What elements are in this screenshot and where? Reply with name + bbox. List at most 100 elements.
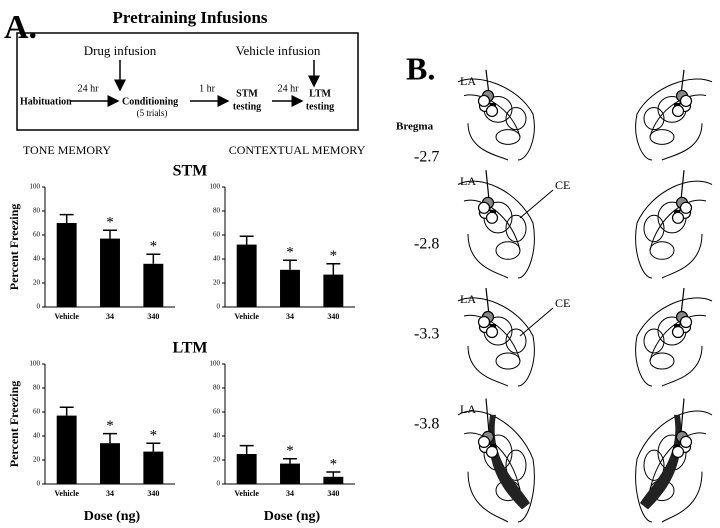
y-tick-label: 100 [30,183,41,191]
column-header: CONTEXTUAL MEMORY [229,143,366,157]
section-outline [467,123,509,161]
y-tick-label: 80 [213,207,221,215]
significance-marker: * [106,418,114,434]
timeline-note: (5 trials) [137,108,168,118]
bar [56,415,77,484]
section-outline [467,471,509,523]
timeline-step: LTM [309,88,331,99]
y-tick-label: 60 [33,231,41,239]
error-bar [283,458,297,464]
timeline-step: Habituation [20,96,72,107]
x-tick-label: Vehicle [54,312,79,321]
bar [143,451,164,484]
region-label: LA [460,402,476,416]
hemisection [457,398,535,523]
infusion-label: Drug infusion [84,43,157,58]
nucleus [643,449,665,481]
column-header: TONE MEMORY [23,143,111,157]
nucleus [495,352,521,370]
bar [56,223,77,307]
nucleus [643,214,665,243]
bar [323,274,344,307]
placement-circle [485,325,499,339]
section-outline [467,345,509,387]
section-outline [635,410,713,523]
x-tick-label: 340 [147,312,159,321]
brain-sections: -2.7 LA -2.8 LA CE -3.3 LA CE -3.8 LA [414,69,713,523]
error-bar [59,406,74,416]
y-axis-label: Percent Freezing [7,204,21,291]
placement-circle [679,201,693,214]
placement-circle [477,94,491,108]
timeline-step: Conditioning [122,96,178,107]
region-pointer [519,307,554,337]
y-tick-label: 60 [213,231,221,239]
section-outline [635,78,713,161]
nucleus [505,107,527,131]
error-bar [239,444,254,454]
significance-marker: * [286,245,294,261]
section-outline [467,233,509,279]
error-bar [239,235,254,245]
x-tick-label: 340 [147,489,159,498]
section-outline [649,432,707,491]
error-bar [146,253,161,264]
timeline-box [16,32,359,131]
section-outline [635,297,713,387]
significance-marker: * [286,443,294,459]
row-title: LTM [173,340,208,357]
error-bar [103,229,117,239]
nucleus [505,328,527,354]
section-outline [457,297,535,387]
significance-marker: * [150,239,158,255]
y-tick-label: 40 [213,432,221,440]
placement-circle [679,315,693,329]
hemisection [635,287,713,387]
placement-circle [671,445,685,458]
significance-marker: * [330,248,338,264]
y-tick-label: 0 [217,303,221,311]
x-tick-label: 340 [327,312,339,321]
interval: 1 hr [199,83,216,94]
placement-circle [485,445,499,458]
y-tick-label: 40 [33,432,41,440]
section-outline [661,345,703,387]
placement-circle [477,435,491,448]
error-bar [59,213,74,223]
y-tick-label: 80 [33,207,41,215]
placement-circle [485,211,499,224]
hemisection [635,398,713,523]
error-bar [283,259,297,270]
y-tick-label: 0 [37,480,41,488]
row-title: STM [173,163,208,180]
y-tick-label: 60 [213,408,221,416]
y-tick-label: 80 [33,384,41,392]
region-label: LA [460,174,476,188]
x-tick-label: Vehicle [234,312,259,321]
y-tick-label: 60 [33,408,41,416]
section-outline [661,471,703,523]
hemisection [635,69,713,161]
placement-circle [671,211,685,224]
bar [323,476,344,484]
section-outline [457,180,535,279]
section-outline [635,180,713,279]
error-bar [103,432,117,444]
placement-circle [679,94,693,108]
placement-circle [671,325,685,339]
hemisection [457,170,535,279]
y-tick-label: 100 [210,183,221,191]
hemisection [635,170,713,279]
panel-label: B. [406,50,435,86]
timeline-step: testing [306,101,334,112]
section-outline [649,199,707,251]
x-tick-label: Vehicle [54,489,79,498]
timeline-step: STM [236,88,258,99]
section-outline [463,314,521,362]
y-tick-label: 40 [213,255,221,263]
section-outline [649,94,707,138]
panel-title: Pretraining Infusions [112,8,267,27]
bregma-level: -2.7 [414,149,439,166]
nucleus [649,129,675,145]
bregma-level: -3.3 [414,326,439,343]
